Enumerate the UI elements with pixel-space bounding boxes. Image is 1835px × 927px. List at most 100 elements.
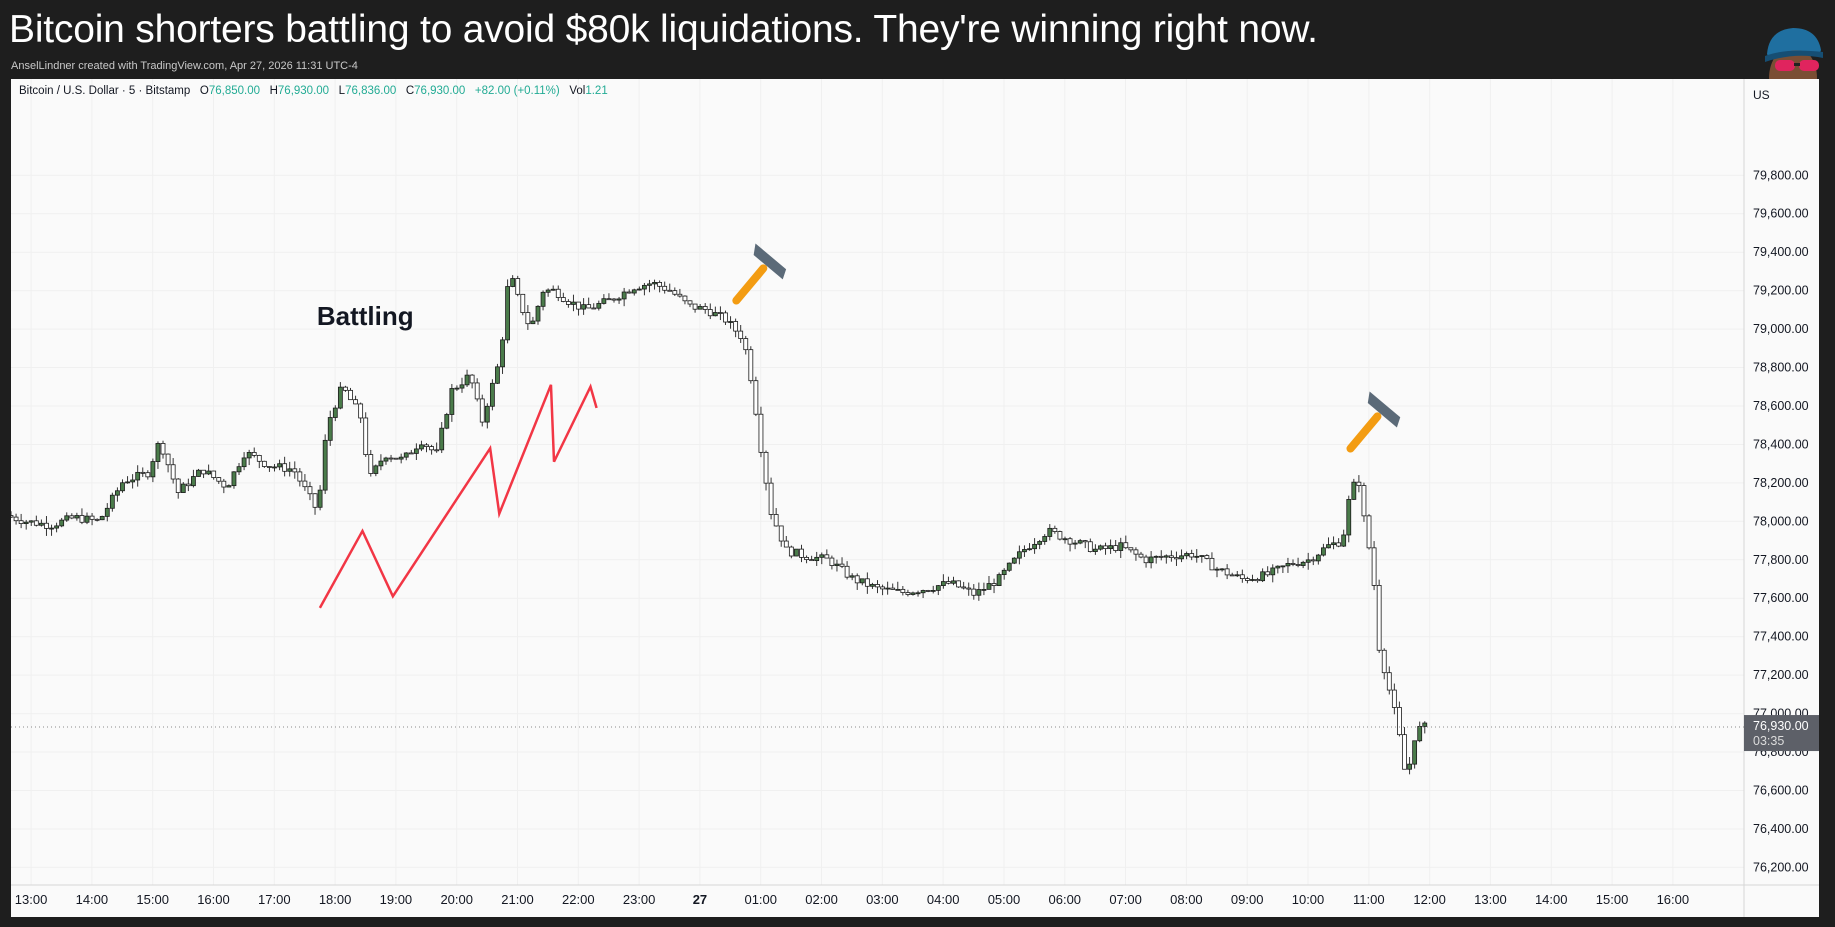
candle-body [495, 366, 500, 384]
candle-body [337, 386, 343, 409]
candle-body [1331, 542, 1336, 546]
red-zigzag-annotation [318, 383, 598, 609]
candle-body [155, 443, 161, 462]
candle-body [1001, 569, 1007, 575]
candle-body [125, 481, 130, 484]
time-tick-label: 12:00 [1413, 892, 1446, 907]
price-tick-label: 77,600.00 [1753, 591, 1809, 605]
candle-body [1391, 689, 1397, 708]
candle-body [606, 298, 612, 301]
candle-body [657, 281, 663, 287]
candle-body [839, 563, 845, 567]
candle-body [1386, 672, 1392, 691]
legend-change: +82.00 (+0.11%) [474, 85, 560, 97]
candle-body [39, 522, 44, 526]
candle-body [1315, 554, 1321, 562]
chart-title: Bitcoin shorters battling to avoid $80k … [9, 8, 1318, 51]
candle-body [809, 559, 815, 562]
candle-body [616, 298, 622, 301]
candle-body [794, 548, 799, 557]
candle-body [231, 471, 237, 487]
candle-body [1072, 542, 1078, 545]
candle-body [925, 590, 931, 592]
candle-body [545, 289, 551, 293]
candle-body [1199, 555, 1205, 557]
chart-attribution: AnselLindner created with TradingView.co… [11, 60, 358, 72]
candle-body [1042, 536, 1048, 542]
time-tick-label: 20:00 [440, 892, 473, 907]
candle-body [317, 489, 323, 508]
candle-body [363, 417, 369, 455]
candle-body [824, 554, 830, 559]
time-tick-label: 03:00 [866, 892, 899, 907]
candle-body [849, 575, 855, 578]
candle-body [560, 297, 566, 302]
candle-body [1006, 562, 1012, 571]
candle-body [642, 284, 647, 290]
price-tick-label: 78,400.00 [1753, 437, 1809, 451]
candle-body [1351, 481, 1357, 500]
candle-body [844, 565, 850, 578]
candle-body [18, 520, 24, 524]
candle-body [54, 525, 60, 529]
candle-body [1250, 579, 1255, 581]
candle-body [115, 490, 120, 496]
price-chart[interactable]: 79,800.00 79,600.00 79,400.00 79,200.00 79,0… [11, 79, 1819, 917]
last-price-badge [1744, 715, 1819, 752]
candle-body [185, 483, 191, 487]
candle-body [682, 295, 688, 302]
time-tick-label: 07:00 [1109, 892, 1142, 907]
candle-body [99, 515, 105, 521]
candle-body [1133, 549, 1139, 555]
candle-body [1305, 559, 1311, 563]
candle-body [920, 590, 926, 594]
candle-body [1098, 545, 1103, 550]
candle-body [829, 557, 835, 566]
candle-body [64, 515, 70, 521]
candle-body [652, 281, 657, 285]
candle-body [130, 479, 136, 483]
candle-body [1153, 555, 1159, 558]
chart-panel[interactable]: 79,800.00 79,600.00 79,400.00 79,200.00 79,0… [11, 79, 1819, 917]
candle-body [550, 288, 556, 291]
candle-body [1290, 563, 1296, 565]
price-tick-label: 77,200.00 [1753, 668, 1809, 682]
candle-body [277, 463, 282, 468]
candle-body [1092, 548, 1098, 552]
currency-label: US [1753, 88, 1770, 102]
price-tick-label: 78,000.00 [1753, 514, 1809, 528]
candle-body [419, 444, 424, 450]
time-tick-label: 19:00 [380, 892, 413, 907]
candle-body [459, 384, 465, 389]
candle-body [667, 289, 673, 292]
candle-body [479, 398, 485, 423]
candle-body [1118, 542, 1124, 551]
legend-high-label: H [269, 85, 278, 97]
candle-body [1082, 540, 1088, 543]
candle-body [515, 278, 521, 295]
candle-body [576, 301, 581, 310]
time-tick-label: 16:00 [197, 892, 230, 907]
time-tick-label: 08:00 [1170, 892, 1203, 907]
legend-low-value: 76,836.00 [345, 85, 397, 97]
candle-body [109, 494, 115, 509]
candle-body [221, 480, 227, 488]
candle-body [343, 386, 348, 391]
candle-body [150, 461, 156, 478]
candle-body [1163, 555, 1169, 558]
time-tick-label: 23:00 [623, 892, 656, 907]
candle-body [1239, 574, 1245, 580]
candle-body [434, 449, 440, 452]
candle-body [140, 471, 146, 474]
candle-body [1052, 527, 1058, 532]
candle-body [880, 586, 885, 590]
price-tick-label: 79,800.00 [1753, 168, 1809, 182]
candle-body [84, 515, 90, 523]
candle-body [1108, 545, 1113, 550]
candle-body [778, 525, 784, 542]
candle-body [429, 446, 434, 451]
candle-body [1057, 531, 1063, 540]
candle-body [875, 584, 880, 588]
candle-body [196, 469, 201, 477]
time-tick-label: 05:00 [988, 892, 1021, 907]
